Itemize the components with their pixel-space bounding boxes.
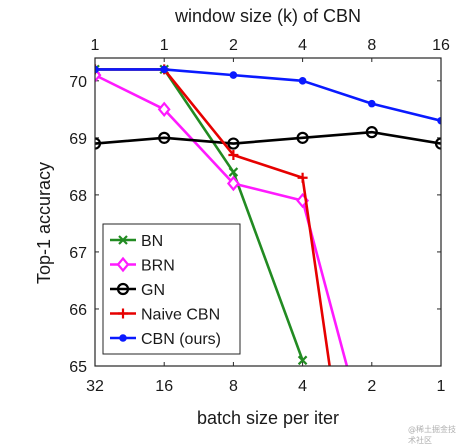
data-point-gn xyxy=(227,137,240,150)
data-point-cbn-ours xyxy=(437,116,441,125)
x-axis-label: batch size per iter xyxy=(197,408,339,428)
y-tick-label: 65 xyxy=(69,359,87,376)
y-tick-label: 69 xyxy=(69,131,87,148)
data-point-bn xyxy=(297,355,308,366)
data-point-gn xyxy=(296,131,309,144)
data-point-gn xyxy=(434,137,441,150)
legend-swatch-marker xyxy=(119,334,127,342)
legend-item-naive-cbn: Naive CBN xyxy=(110,307,220,324)
data-point-gn xyxy=(95,137,102,150)
legend-item-gn: GN xyxy=(110,282,165,299)
tick-layer: 32 16 8 4 2 1 1 1 2 4 8 16 65 66 67 68 69 70 xyxy=(69,37,450,395)
data-point-cbn-ours xyxy=(160,65,168,74)
y-tick-label: 70 xyxy=(69,74,87,91)
data-point-bn xyxy=(228,167,239,177)
data-point-brn xyxy=(157,101,171,118)
series-line-cbn-ours xyxy=(95,68,441,123)
legend-label: GN xyxy=(141,282,165,299)
data-point-brn xyxy=(226,175,240,192)
data-point-cbn-ours xyxy=(368,99,376,108)
x-tick-label-bottom: 2 xyxy=(367,378,376,395)
series-gn xyxy=(95,126,441,150)
series-brn xyxy=(95,67,349,366)
x-tick-label-top: 8 xyxy=(367,37,376,54)
y-axis-label: Top-1 accuracy xyxy=(34,162,54,284)
series-layer xyxy=(95,64,441,366)
x-tick-label-bottom: 1 xyxy=(437,378,446,395)
legend-item-cbn-ours: CBN (ours) xyxy=(110,331,221,348)
x-tick-label-top: 1 xyxy=(160,37,169,54)
x-tick-label-top: 4 xyxy=(298,37,307,54)
data-point-naive-cbn xyxy=(228,149,239,160)
data-point-gn xyxy=(158,131,171,144)
data-point-cbn-ours xyxy=(298,77,307,85)
y-tick-label: 66 xyxy=(69,302,87,319)
y-tick-label: 67 xyxy=(69,245,87,262)
top-axis-label: window size (k) of CBN xyxy=(174,6,361,26)
legend-label: Naive CBN xyxy=(141,307,220,324)
legend-item-bn: BN xyxy=(110,233,163,250)
legend-item-brn: BRN xyxy=(110,256,175,275)
legend: BN BRN GN Naive CBN CBN (ours) xyxy=(102,223,241,355)
data-point-cbn-ours xyxy=(229,71,238,79)
legend-swatch-marker xyxy=(118,308,128,319)
legend-label: BRN xyxy=(141,258,175,275)
x-tick-label-top: 2 xyxy=(229,37,238,54)
x-tick-label-bottom: 32 xyxy=(86,378,104,395)
legend-swatch-marker xyxy=(116,256,130,273)
x-tick-label-bottom: 16 xyxy=(155,378,173,395)
x-tick-label-bottom: 4 xyxy=(298,378,307,395)
legend-swatch-marker xyxy=(116,282,130,296)
data-point-naive-cbn xyxy=(297,172,308,183)
series-cbn-ours xyxy=(95,65,441,125)
series-line-gn xyxy=(95,130,441,145)
legend-label: CBN (ours) xyxy=(141,331,221,348)
watermark: @稀土掘金技术社区 xyxy=(408,425,456,445)
x-tick-label-top: 16 xyxy=(432,37,450,54)
data-point-cbn-ours xyxy=(95,65,99,74)
x-tick-label-bottom: 8 xyxy=(229,378,238,395)
legend-swatch-marker xyxy=(118,235,128,245)
plot-frame xyxy=(94,57,442,367)
data-point-gn xyxy=(365,126,378,139)
x-tick-label-top: 1 xyxy=(91,37,100,54)
legend-label: BN xyxy=(141,233,163,250)
y-tick-label: 68 xyxy=(69,188,87,205)
